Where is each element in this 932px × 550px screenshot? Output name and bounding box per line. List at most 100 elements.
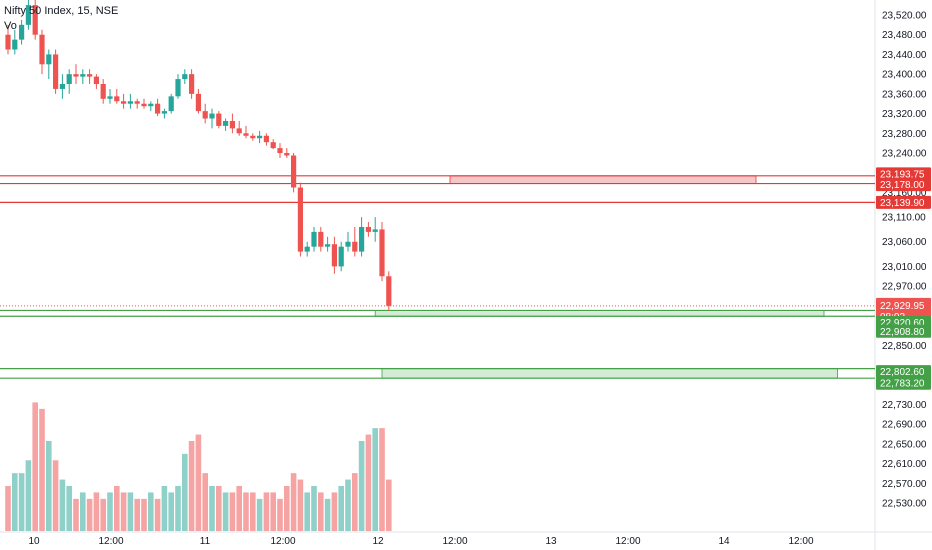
candle-body — [100, 84, 106, 99]
candle-body — [53, 54, 59, 89]
candle-body — [195, 93, 201, 112]
candle-body — [19, 24, 25, 40]
candle-body — [161, 111, 167, 114]
y-tick-label: 22,650.00 — [882, 439, 927, 450]
candle-body — [372, 229, 378, 232]
candle-body — [338, 246, 344, 267]
volume-bar — [331, 492, 338, 531]
candle-body — [39, 34, 45, 65]
volume-bar — [175, 486, 181, 531]
resistance-price-badge-bg — [876, 167, 931, 181]
candle-body — [87, 74, 93, 77]
candle-body — [250, 135, 256, 139]
x-tick-label: 12:00 — [270, 536, 295, 547]
candle-body — [297, 187, 303, 252]
volume-bar — [25, 460, 32, 531]
y-tick-label: 23,400.00 — [882, 70, 927, 81]
y-tick-label: 23,160.00 — [882, 188, 927, 199]
volume-bar — [86, 498, 93, 531]
volume-bar — [134, 498, 140, 531]
candle-body — [209, 113, 215, 119]
candle-body — [325, 244, 331, 247]
candle-body — [229, 120, 235, 129]
volume-bar — [324, 498, 331, 531]
candle-body — [66, 74, 72, 85]
resistance-price-badge: 23,193.75 — [880, 169, 925, 180]
candle-body — [365, 226, 371, 232]
volume-bar — [168, 492, 174, 531]
y-tick-label: 23,360.00 — [882, 89, 927, 100]
y-tick-label: 23,280.00 — [882, 129, 927, 140]
candle-body — [216, 113, 222, 126]
volume-bar — [114, 486, 120, 531]
volume-bar — [277, 498, 283, 531]
x-tick-label: 13 — [545, 536, 557, 547]
candle-body — [263, 135, 269, 143]
y-tick-label: 22,570.00 — [882, 479, 927, 490]
volume-bar — [154, 498, 161, 531]
resistance-zone — [449, 175, 757, 184]
candle-body — [189, 74, 195, 94]
y-tick-label: 22,850.00 — [882, 341, 927, 352]
candle-body — [134, 101, 140, 104]
volume-bar — [338, 486, 344, 531]
volume-bar — [195, 434, 202, 531]
candle-body — [32, 5, 38, 35]
candle-body — [5, 34, 11, 50]
support-zone — [374, 310, 825, 317]
volume-bar — [290, 473, 297, 531]
candle-body — [46, 54, 52, 65]
resistance-price-badge: 23,178.00 — [880, 180, 925, 191]
volume-bar — [188, 441, 195, 531]
volume-bar — [52, 460, 59, 531]
candle-body — [379, 229, 385, 277]
volume-bar — [66, 486, 72, 531]
candle-body — [386, 276, 392, 306]
candle-body — [345, 241, 351, 247]
volume-bar — [372, 428, 378, 531]
y-tick-label: 23,320.00 — [882, 109, 927, 120]
candle-body — [257, 135, 263, 139]
volume-bar — [256, 498, 263, 531]
volume-bar — [365, 434, 372, 531]
volume-bar — [141, 498, 147, 531]
y-tick-label: 23,440.00 — [882, 50, 927, 61]
volume-bar — [209, 486, 215, 531]
volume-bar — [345, 479, 351, 531]
volume-bar — [250, 492, 256, 531]
y-tick-label: 22,530.00 — [882, 499, 927, 510]
y-tick-label: 23,110.00 — [882, 213, 926, 224]
resistance-price-badge-bg — [876, 178, 931, 192]
volume-bar — [120, 492, 127, 531]
x-tick-label: 12 — [372, 536, 384, 547]
candle-body — [270, 142, 276, 149]
candle-body — [236, 128, 242, 134]
candle-body — [141, 103, 147, 107]
x-tick-label: 14 — [718, 536, 730, 547]
x-tick-label: 12:00 — [615, 536, 640, 547]
candle-body — [182, 74, 188, 80]
candle-body — [359, 226, 365, 252]
volume-bar — [12, 473, 18, 531]
volume-bar — [46, 441, 52, 531]
volume-bar — [182, 453, 188, 531]
volume-bar — [32, 402, 38, 531]
candle-body — [202, 111, 208, 119]
candle-body — [318, 231, 324, 247]
resistance-price-badge: 23,139.90 — [880, 198, 925, 209]
x-tick-label: 12:00 — [98, 536, 123, 547]
candle-body — [25, 5, 31, 25]
y-tick-label: 23,060.00 — [882, 237, 927, 248]
support-price-badge: 22,920.60 — [880, 318, 925, 329]
volume-bar — [80, 492, 86, 531]
candle-body — [107, 96, 113, 99]
volume-bar — [222, 492, 229, 531]
x-tick-label: 12:00 — [442, 536, 467, 547]
candle-body — [284, 153, 290, 156]
chart-title: Nifty 50 Index, 15, NSE — [4, 5, 119, 17]
volume-bar — [107, 492, 113, 531]
volume-bar — [202, 473, 208, 531]
volume-bar — [358, 441, 365, 531]
